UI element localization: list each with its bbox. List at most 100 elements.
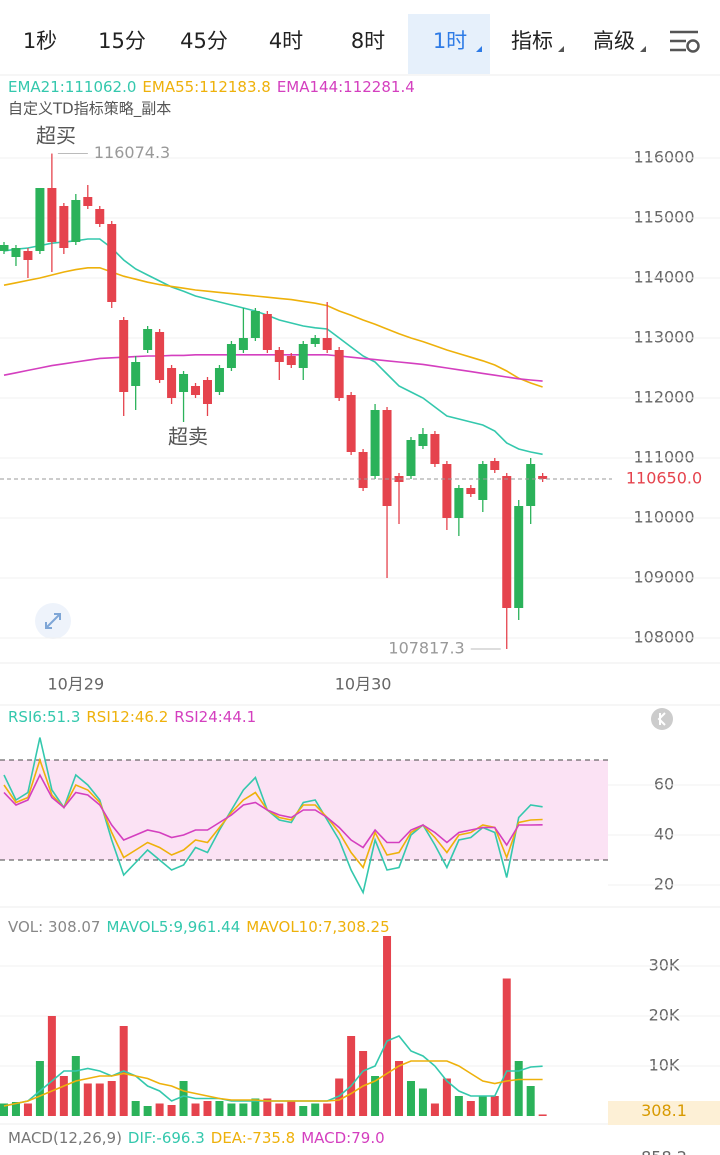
- settings-icon[interactable]: [670, 30, 700, 53]
- volume-bar: [131, 1101, 140, 1116]
- line: [3, 238, 543, 456]
- tab[interactable]: 指标: [511, 29, 553, 53]
- line: [3, 354, 543, 382]
- y-tick-label: 110000: [633, 508, 694, 527]
- volume-bar: [442, 1078, 451, 1116]
- candle-body: [310, 338, 320, 344]
- volume-bar: [538, 1114, 547, 1116]
- candle-body: [23, 251, 33, 260]
- candle-body: [0, 245, 9, 251]
- dropdown-caret: [476, 46, 482, 52]
- y-tick-label: 60: [654, 775, 674, 794]
- tab[interactable]: 45分: [180, 29, 228, 53]
- candle-body: [298, 344, 308, 368]
- volume-bar: [395, 1061, 404, 1116]
- y-tick-label: 114000: [633, 268, 694, 287]
- candle-body: [119, 320, 129, 392]
- candle-body: [191, 386, 201, 395]
- candle-body: [466, 488, 476, 494]
- y-tick-label: 40: [654, 825, 674, 844]
- legend: EMA21:111062.0 EMA55:112183.8 EMA144:11228…: [8, 78, 415, 96]
- line: [3, 773, 543, 849]
- volume-bar: [311, 1103, 320, 1116]
- volume-bar: [95, 1083, 104, 1116]
- volume-bar: [83, 1083, 92, 1116]
- macd-entry: MACD(12,26,9): [8, 1129, 122, 1147]
- tab[interactable]: 15分: [98, 29, 146, 53]
- tab[interactable]: 8时: [351, 29, 385, 53]
- volume-bar: [466, 1101, 475, 1116]
- expand-button[interactable]: [35, 603, 71, 639]
- line: [3, 757, 543, 870]
- tab[interactable]: 高级: [593, 29, 635, 53]
- volume-bar: [418, 1088, 427, 1116]
- candle-body: [155, 332, 165, 380]
- x-tick-label: 10月29: [47, 675, 104, 694]
- volume-bar: [203, 1101, 212, 1116]
- collapse-button[interactable]: [651, 708, 673, 730]
- line: [3, 737, 543, 895]
- legend-entry: EMA55:112183.8: [142, 78, 270, 96]
- candle-body: [143, 329, 153, 350]
- volume-bar: [215, 1101, 224, 1116]
- candle-body: [59, 206, 69, 248]
- price-tag-bg: [612, 467, 718, 491]
- legend: VOL: 308.07 MAVOL5:9,961.44 MAVOL10:7,308.…: [8, 918, 390, 936]
- volume-bar: [514, 1061, 523, 1116]
- candle-body: [442, 464, 452, 518]
- volume-bar: [359, 1051, 368, 1116]
- dropdown-caret: [640, 46, 646, 52]
- macd-entry: DEA:-735.8: [211, 1129, 295, 1147]
- candle-body: [490, 461, 500, 470]
- volume-bar: [490, 1096, 499, 1116]
- candle-body: [286, 356, 296, 365]
- volume-bar: [478, 1096, 487, 1116]
- candle-body: [47, 188, 57, 242]
- volume-bar: [23, 1103, 32, 1116]
- candle-body: [406, 440, 416, 476]
- macd-legend: MACD(12,26,9) DIF:-696.3 DEA:-735.8 MACD:79…: [8, 1129, 385, 1147]
- dropdown-caret: [558, 46, 564, 52]
- candle-body: [538, 476, 548, 479]
- candle-body: [502, 476, 512, 608]
- volume-bar: [526, 1086, 535, 1116]
- min-label: 107817.3: [388, 638, 464, 657]
- y-tick-label: 112000: [633, 388, 694, 407]
- volume-bar: [227, 1103, 236, 1116]
- tab[interactable]: 1时: [433, 29, 467, 53]
- volume-bar: [371, 1076, 380, 1116]
- candle-body: [226, 344, 236, 368]
- volume-bar: [347, 1036, 356, 1116]
- candle-body: [322, 338, 332, 350]
- legend-entry: RSI24:44.1: [174, 708, 256, 726]
- macd-axis-label: 858.2: [641, 1148, 687, 1155]
- y-tick-label: 113000: [633, 328, 694, 347]
- current-volume: 308.1: [641, 1101, 687, 1120]
- legend-entry: MAVOL5:9,961.44: [106, 918, 240, 936]
- volume-bar: [239, 1103, 248, 1116]
- max-label: 116074.3: [94, 143, 170, 162]
- price-tag: 110650.0: [626, 469, 702, 488]
- y-tick-label: 115000: [633, 208, 694, 227]
- volume-bar: [71, 1056, 80, 1116]
- current-volume-bg: [608, 1101, 720, 1125]
- candle-body: [478, 464, 488, 500]
- candle-body: [370, 410, 380, 476]
- y-tick-label: 20: [654, 875, 674, 894]
- y-tick-label: 116000: [633, 148, 694, 167]
- legend-entry: RSI12:46.2: [86, 708, 168, 726]
- tab[interactable]: 4时: [269, 29, 303, 53]
- y-tick-label: 30K: [649, 956, 680, 975]
- y-tick-label: 10K: [649, 1056, 680, 1075]
- volume-bar: [35, 1061, 44, 1116]
- volume-bar: [299, 1106, 308, 1116]
- x-tick-label: 10月30: [335, 675, 392, 694]
- candle-body: [262, 314, 272, 350]
- candle-body: [274, 350, 284, 362]
- y-tick-label: 108000: [633, 628, 694, 647]
- volume-bar: [0, 1103, 8, 1116]
- tab[interactable]: 1秒: [23, 29, 57, 53]
- volume-bar: [263, 1098, 272, 1116]
- macd-entry: MACD:79.0: [301, 1129, 384, 1147]
- candle-body: [107, 224, 117, 302]
